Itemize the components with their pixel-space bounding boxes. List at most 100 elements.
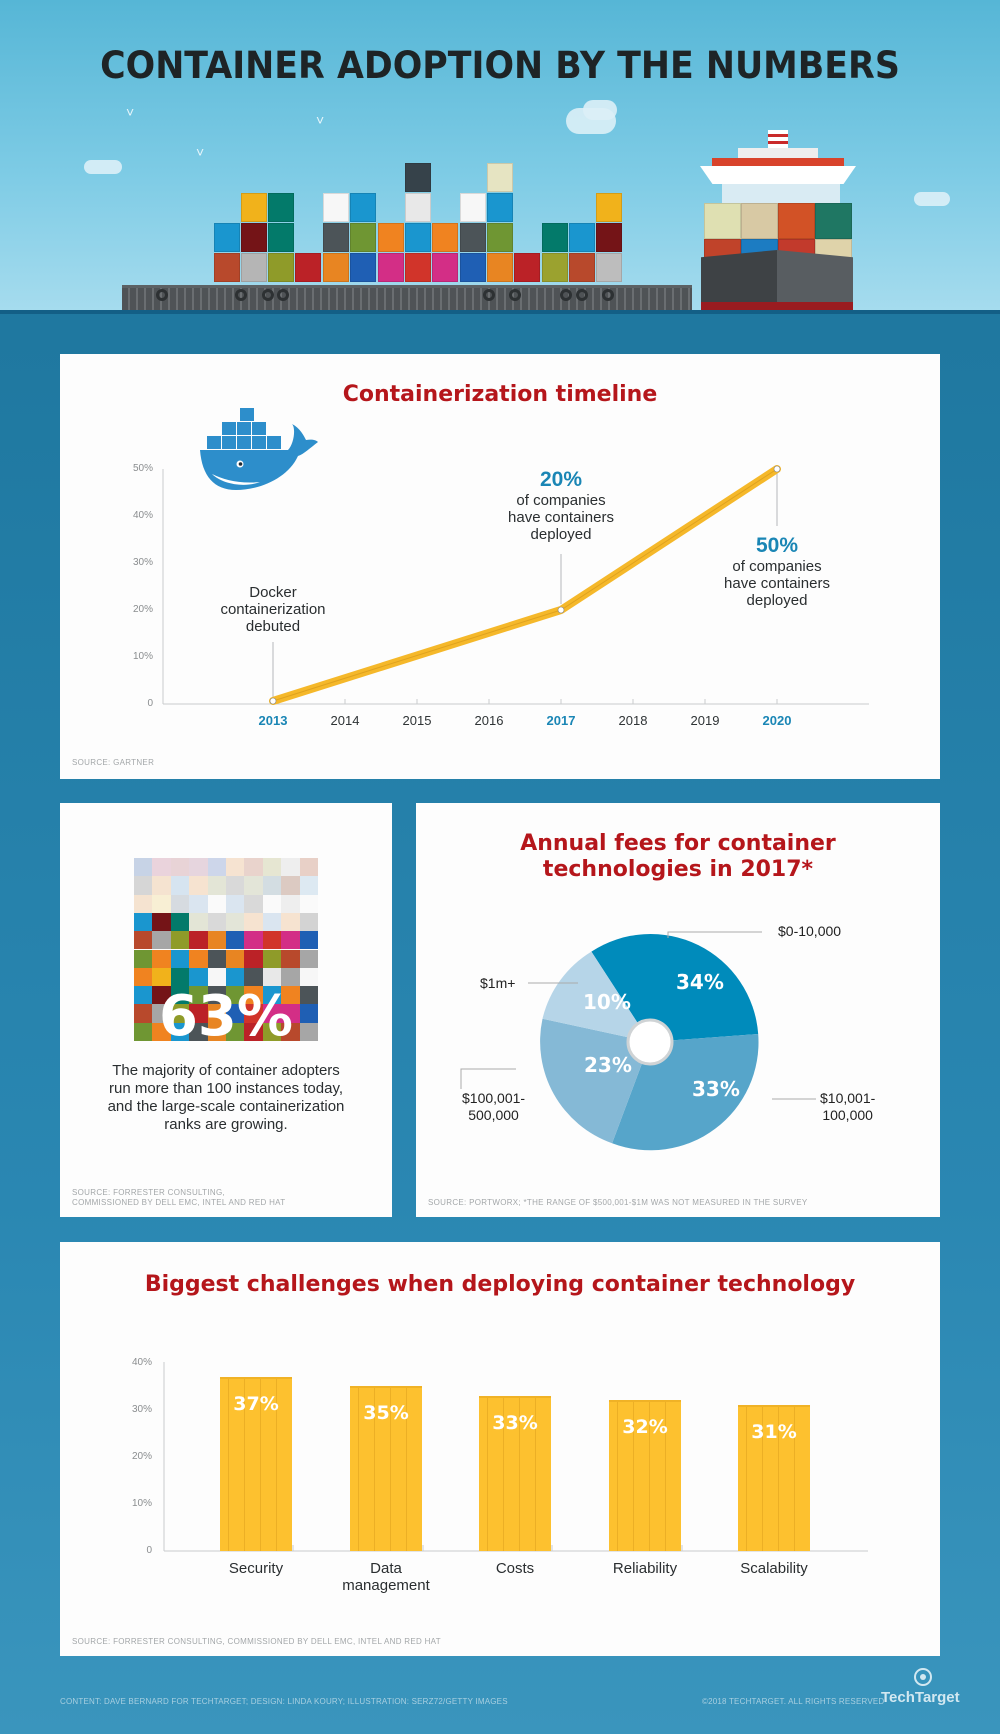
mosaic-tile [134, 894, 153, 913]
mosaic-tile [226, 986, 245, 1005]
ship-container [778, 203, 815, 239]
cargo-container [268, 223, 294, 252]
pie-value-100001-500000: 23% [584, 1053, 632, 1077]
mosaic-tile [262, 858, 282, 877]
mosaic-tile [152, 1004, 171, 1023]
fees-card: Annual fees for container technologies i… [416, 803, 940, 1217]
mosaic-tile [170, 931, 190, 950]
mosaic-tile [244, 858, 263, 877]
ship-container [815, 203, 852, 239]
mosaic-tile [134, 858, 153, 877]
mosaic-tile [152, 967, 171, 987]
mosaic-tile [226, 1004, 245, 1023]
mosaic-tile [244, 1004, 263, 1023]
y-tick: 20% [131, 1451, 152, 1462]
bar-security: 37% [220, 1377, 292, 1551]
bar-value: 33% [492, 1412, 538, 1434]
mosaic-tile [152, 949, 171, 968]
mosaic-tile [189, 949, 208, 968]
mosaic-tile [299, 894, 318, 913]
cargo-container [350, 253, 376, 282]
y-tick: 40% [131, 1357, 152, 1368]
techtarget-eye-icon [914, 1668, 932, 1686]
mosaic-tile [226, 858, 245, 877]
pie-value-1m-plus: 10% [583, 990, 631, 1014]
mosaic-tile [262, 876, 282, 895]
mosaic-tile [207, 894, 226, 913]
mosaic-tile [226, 1022, 245, 1041]
mosaic-tile [299, 1022, 318, 1041]
mosaic-tile [189, 986, 208, 1005]
bar-value: 31% [751, 1421, 797, 1443]
challenges-source: SOURCE: FORRESTER CONSULTING, COMMISSION… [72, 1637, 441, 1646]
cargo-container [460, 223, 486, 252]
x-tick-2013: 2013 [258, 713, 288, 728]
annotation-2017-value: 20% [539, 468, 583, 491]
mosaic-tile [207, 967, 226, 987]
mosaic-tile [152, 1022, 171, 1041]
cargo-container [405, 223, 431, 252]
mosaic-tile [281, 876, 300, 895]
y-tick: 10% [131, 1498, 152, 1509]
stat-63-source-line1: SOURCE: FORRESTER CONSULTING, [72, 1188, 226, 1197]
x-tick-2016: 2016 [474, 713, 504, 728]
fees-title-line1: Annual fees for container [520, 831, 836, 856]
bar-data-management: 35% [350, 1386, 422, 1551]
mosaic-tile [207, 876, 226, 895]
docker-debut-annotation: Docker containerization debuted [220, 584, 326, 635]
ship-roof [712, 158, 844, 166]
mosaic-tile [299, 858, 318, 877]
cargo-container [268, 193, 294, 222]
mosaic-tile [281, 931, 300, 950]
mosaic-tile [170, 967, 190, 987]
mosaic-tile [281, 1004, 300, 1023]
stat-63-card: 63% The majority of container adopters r… [60, 803, 392, 1217]
mosaic-tile [189, 876, 208, 895]
docker-whale-icon [200, 408, 318, 490]
mosaic-tile [207, 912, 226, 932]
mosaic-tile [134, 1004, 153, 1023]
container-mosaic [134, 858, 318, 1041]
mosaic-tile [281, 894, 300, 913]
mosaic-tile [262, 967, 282, 987]
tire-icon [235, 289, 247, 301]
cloud-icon [583, 100, 617, 120]
mosaic-tile [189, 1022, 208, 1041]
cargo-container [323, 193, 349, 222]
stat-63-source-line2: COMMISSIONED BY DELL EMC, INTEL AND RED … [72, 1198, 286, 1207]
cargo-container [432, 223, 458, 252]
mosaic-tile [170, 894, 190, 913]
mosaic-tile [262, 894, 282, 913]
pie-label-1m-plus: $1m+ [480, 975, 516, 991]
mosaic-tile [244, 1022, 263, 1041]
bird-icon: ˅ [196, 144, 205, 160]
pie-label-100001-500000: $100,001- 500,000 [462, 1090, 526, 1123]
bar-value: 35% [363, 1402, 409, 1424]
fees-donut-chart [460, 931, 816, 1151]
timeline-source: SOURCE: GARTNER [72, 758, 155, 767]
mosaic-tile [189, 894, 208, 913]
mosaic-tile [170, 949, 190, 968]
tire-icon [277, 289, 289, 301]
cargo-container [460, 253, 486, 282]
x-tick-2015: 2015 [402, 713, 432, 728]
mosaic-tile [281, 949, 300, 968]
tire-icon [509, 289, 521, 301]
mosaic-tile [170, 912, 190, 932]
mosaic-tile [299, 912, 318, 932]
bar-label-security: Security [228, 1560, 284, 1577]
mosaic-tile [281, 967, 300, 987]
cargo-container [514, 253, 540, 282]
mosaic-tile [152, 931, 171, 950]
mosaic-tile [299, 931, 318, 950]
techtarget-logo[interactable]: TechTarget [881, 1689, 960, 1706]
pie-label-10001-100000: $10,001- 100,000 [820, 1090, 876, 1123]
mosaic-tile [226, 967, 245, 987]
mosaic-tile [226, 876, 245, 895]
mosaic-tile [134, 912, 153, 932]
footer-credits: CONTENT: DAVE BERNARD FOR TECHTARGET; DE… [60, 1697, 508, 1706]
mosaic-tile [152, 876, 171, 895]
ship-bridge [700, 166, 856, 184]
pie-value-10001-100000: 33% [692, 1077, 740, 1101]
timeline-card: Containerization timeline 50% 40% 30% 20… [60, 354, 940, 779]
